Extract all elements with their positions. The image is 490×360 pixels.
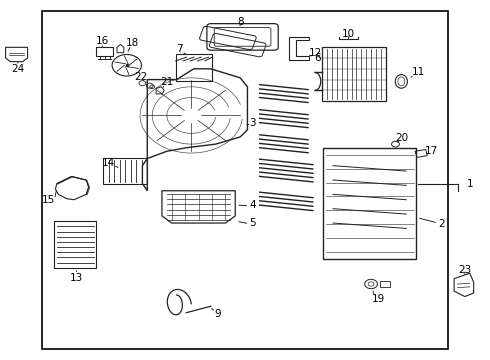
- Text: 8: 8: [237, 17, 244, 27]
- Text: 15: 15: [42, 195, 55, 205]
- Text: 6: 6: [314, 53, 320, 63]
- Text: 1: 1: [466, 179, 473, 189]
- Text: 7: 7: [176, 44, 182, 54]
- Text: 4: 4: [249, 200, 256, 210]
- Text: 13: 13: [70, 273, 83, 283]
- Text: 12: 12: [309, 48, 322, 58]
- Text: 14: 14: [101, 158, 115, 168]
- Text: 17: 17: [425, 145, 438, 156]
- Text: 24: 24: [11, 64, 24, 74]
- Text: 21: 21: [160, 77, 173, 87]
- Text: 18: 18: [126, 38, 139, 48]
- Text: 2: 2: [438, 219, 445, 229]
- Text: 22: 22: [134, 72, 147, 82]
- Text: 19: 19: [372, 294, 385, 304]
- Text: 3: 3: [249, 118, 256, 128]
- Text: 20: 20: [395, 134, 408, 143]
- Text: 11: 11: [412, 67, 425, 77]
- Text: 5: 5: [249, 218, 256, 228]
- Text: 16: 16: [96, 36, 109, 46]
- Text: 9: 9: [215, 310, 221, 319]
- Text: 10: 10: [342, 29, 355, 39]
- Text: 23: 23: [458, 265, 471, 275]
